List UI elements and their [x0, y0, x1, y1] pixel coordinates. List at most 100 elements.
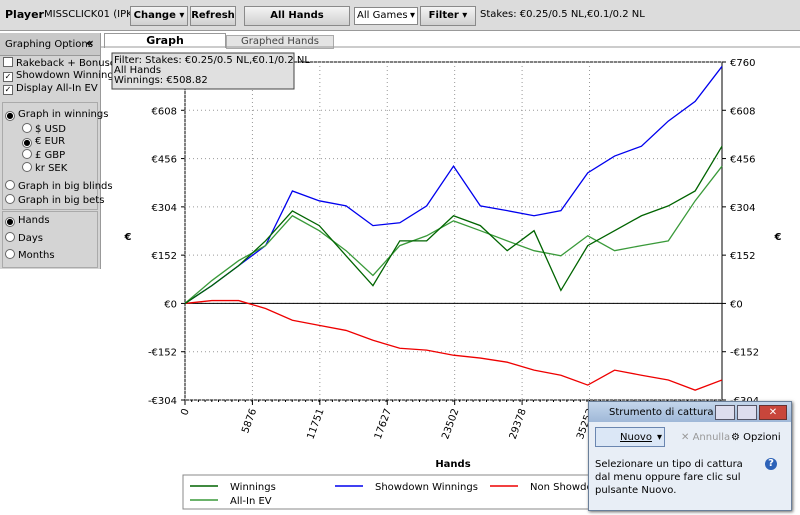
series-line	[184, 165, 723, 304]
option-label: € EUR	[35, 136, 66, 147]
option-label: Display All-In EV	[16, 83, 98, 94]
filter-line: Winnings: €508.82	[114, 75, 208, 86]
maximize-button[interactable]	[737, 405, 757, 420]
sidebar-header: Graphing Options «	[0, 33, 100, 56]
y-tick-label-right: €304	[730, 203, 755, 214]
x-tick-label: 17627	[373, 407, 394, 441]
legend-label: Winnings	[230, 482, 276, 493]
checkbox[interactable]	[3, 57, 13, 67]
y-tick-label: €152	[152, 251, 177, 262]
x-axis-title: Hands	[435, 459, 470, 470]
legend	[182, 474, 594, 510]
x-tick-label: 11751	[305, 407, 326, 441]
y-axis-title: €	[124, 232, 132, 243]
radio-option[interactable]: kr SEK	[22, 162, 67, 174]
cancel-text: Annulla	[692, 432, 731, 443]
checkbox[interactable]: ✓	[3, 85, 13, 95]
checkbox-option[interactable]: ✓ Display All-In EV	[3, 83, 98, 95]
new-button[interactable]: Nuovo ▾	[595, 427, 665, 447]
xaxis-group	[2, 211, 98, 268]
options-text: Opzioni	[743, 432, 781, 443]
radio[interactable]	[5, 194, 15, 204]
collapse-button[interactable]: «	[86, 36, 94, 50]
x-tick-label: 23502	[440, 407, 461, 441]
option-label: kr SEK	[35, 163, 68, 174]
x-tick-label: 29378	[508, 407, 529, 441]
minimize-button[interactable]	[715, 405, 735, 420]
snipping-dialog: Strumento di cattura ✕ Nuovo ▾ ✕ Annulla …	[588, 401, 792, 511]
radio-option[interactable]: Graph in big blinds	[5, 180, 113, 192]
radio[interactable]	[22, 162, 32, 172]
series-line	[184, 299, 723, 391]
close-button[interactable]: ✕	[759, 405, 787, 420]
radio[interactable]: ●	[22, 138, 32, 148]
radio-option[interactable]: Months	[5, 249, 55, 261]
games-select[interactable]: All Games ▾	[354, 7, 418, 25]
y-tick-label: €456	[152, 155, 177, 166]
graphed-hands-tab[interactable]: Graphed Hands	[226, 35, 334, 49]
x-tick-label: 5876	[240, 407, 259, 435]
option-label: £ GBP	[35, 150, 66, 161]
radio-option[interactable]: $ USD	[22, 123, 66, 135]
checkbox-option[interactable]: Rakeback + Bonuses	[3, 57, 121, 69]
series-line	[184, 66, 723, 304]
radio[interactable]	[5, 180, 15, 190]
option-label: Showdown Winnings	[16, 70, 119, 81]
help-icon[interactable]: ?	[765, 458, 777, 470]
change-button[interactable]: Change ▾	[130, 6, 188, 26]
player-label: Player	[5, 8, 44, 21]
checkbox-option[interactable]: ✓ Showdown Winnings	[3, 70, 119, 82]
radio-option[interactable]: £ GBP	[22, 149, 65, 161]
radio-option[interactable]: Graph in big bets	[5, 194, 104, 206]
radio[interactable]: ●	[5, 217, 15, 227]
series-line	[184, 145, 723, 304]
toolbar: Player MISSCLICK01 (IPK) Change ▾ Refres…	[0, 0, 800, 31]
games-text: All Games	[357, 10, 408, 21]
sidebar-title: Graphing Options	[5, 39, 93, 50]
change-text: Change	[133, 10, 176, 21]
radio-option[interactable]: ● Graph in winnings	[5, 109, 108, 121]
radio-option[interactable]: ● € EUR	[22, 136, 65, 148]
stakes-text: Stakes: €0.25/0.5 NL,€0.1/0.2 NL	[480, 9, 645, 20]
radio[interactable]	[22, 149, 32, 159]
graph-tab[interactable]: Graph	[104, 33, 226, 48]
y-tick-label-right: €608	[730, 106, 755, 117]
legend-label: All-In EV	[230, 496, 272, 507]
hands-button[interactable]: All Hands	[244, 6, 350, 26]
radio[interactable]: ●	[5, 111, 15, 121]
y-axis-title-right: €	[774, 232, 782, 243]
radio[interactable]	[5, 232, 15, 242]
option-label: Rakeback + Bonuses	[16, 58, 122, 69]
sidebar: Graphing Options « Rakeback + Bonuses ✓ Sh…	[0, 33, 121, 269]
option-label: Graph in winnings	[18, 109, 109, 120]
y-tick-label-right: -€152	[730, 348, 759, 359]
y-tick-label-right: €760	[730, 58, 755, 69]
radio[interactable]	[5, 249, 15, 259]
checkbox[interactable]: ✓	[3, 72, 13, 82]
radio[interactable]	[22, 123, 32, 133]
player-name: MISSCLICK01 (IPK)	[44, 9, 137, 20]
radio-option[interactable]: Days	[5, 232, 43, 244]
y-tick-label-right: €152	[730, 251, 755, 262]
option-label: Days	[18, 233, 43, 244]
cancel-button[interactable]: ✕ Annulla	[681, 432, 731, 443]
option-label: Graph in big blinds	[18, 181, 113, 192]
y-tick-label: €0	[164, 299, 177, 310]
refresh-button[interactable]: Refresh	[190, 6, 236, 26]
dialog-title: Strumento di cattura	[609, 407, 714, 418]
y-tick-label-right: €456	[730, 155, 755, 166]
filter-line: Filter: Stakes: €0.25/0.5 NL,€0.1/0.2 NL	[114, 55, 310, 66]
radio-option[interactable]: ● Hands	[5, 215, 50, 227]
option-label: Graph in big bets	[18, 195, 105, 206]
y-tick-label: -€152	[148, 348, 177, 359]
new-text: Nuovo	[620, 432, 652, 443]
legend-label: Showdown Winnings	[375, 482, 478, 493]
option-label: Hands	[18, 215, 50, 226]
filter-line: All Hands	[114, 65, 161, 76]
plot-area	[184, 61, 723, 401]
options-button[interactable]: ⚙ Opzioni	[731, 432, 781, 443]
y-tick-label-right: €0	[730, 299, 743, 310]
x-tick-label: 0	[179, 407, 192, 417]
filter-button[interactable]: Filter ▾	[420, 6, 476, 26]
